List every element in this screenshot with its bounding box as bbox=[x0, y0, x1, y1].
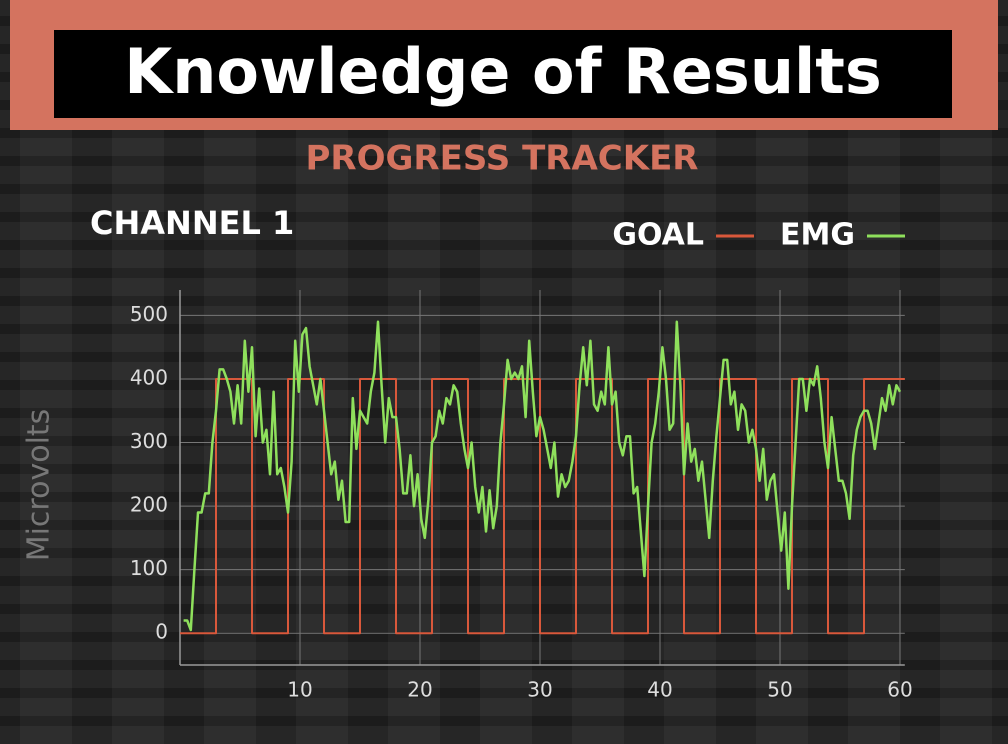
x-tick-label: 50 bbox=[767, 678, 792, 702]
title-box bbox=[54, 30, 952, 118]
y-tick-label: 0 bbox=[155, 620, 168, 644]
y-tick-label: 200 bbox=[130, 493, 168, 517]
legend-label: EMG bbox=[780, 218, 855, 253]
x-tick-label: 20 bbox=[407, 678, 432, 702]
channel-label: CHANNEL 1 bbox=[90, 204, 294, 242]
series-line bbox=[183, 320, 902, 632]
y-tick-label: 500 bbox=[130, 302, 168, 326]
x-tick-label: 10 bbox=[287, 678, 312, 702]
x-tick-label: 40 bbox=[647, 678, 672, 702]
chart-title: PROGRESS TRACKER bbox=[306, 139, 699, 179]
page-title: Knowledge of Results bbox=[124, 35, 882, 108]
y-axis-label: Microvolts bbox=[22, 409, 57, 562]
y-tick-label: 300 bbox=[130, 429, 168, 453]
series-line bbox=[180, 378, 905, 635]
y-tick-label: 400 bbox=[130, 365, 168, 389]
legend-label: GOAL bbox=[612, 218, 704, 253]
x-tick-label: 60 bbox=[887, 678, 912, 702]
x-tick-label: 30 bbox=[527, 678, 552, 702]
y-tick-label: 100 bbox=[130, 556, 168, 580]
